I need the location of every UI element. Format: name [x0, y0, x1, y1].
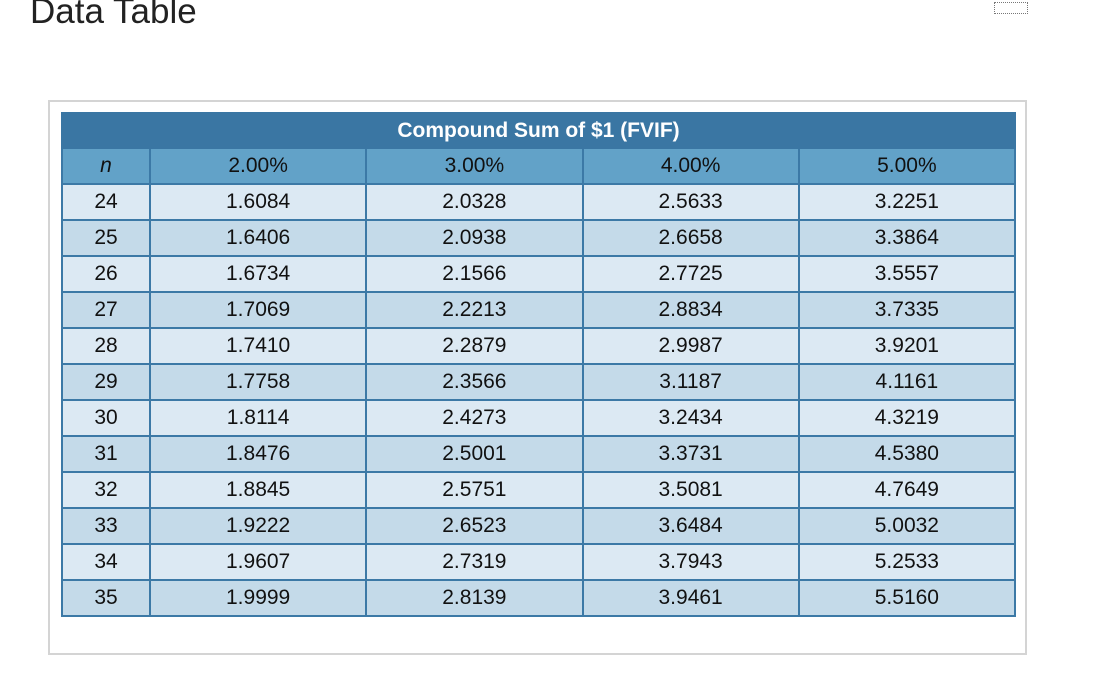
value-cell: 3.7943 [581, 543, 800, 581]
value-cell: 5.2533 [797, 543, 1017, 581]
value-cell: 3.7335 [797, 291, 1017, 329]
table-row: 32 1.8845 2.5751 3.5081 4.7649 [61, 471, 1017, 509]
column-header: 4.00% [581, 147, 800, 185]
value-cell: 3.5081 [581, 471, 800, 509]
table-row: 28 1.7410 2.2879 2.9987 3.9201 [61, 327, 1017, 365]
value-cell: 5.0032 [797, 507, 1017, 545]
table-row: 24 1.6084 2.0328 2.5633 3.2251 [61, 183, 1017, 221]
table-frame [48, 100, 1027, 655]
period-cell: 29 [61, 363, 151, 401]
value-cell: 2.6658 [581, 219, 800, 257]
value-cell: 3.6484 [581, 507, 800, 545]
table-row: 30 1.8114 2.4273 3.2434 4.3219 [61, 399, 1017, 437]
value-cell: 2.7319 [365, 543, 584, 581]
period-cell: 35 [61, 579, 151, 617]
value-cell: 4.5380 [797, 435, 1017, 473]
table-row: 35 1.9999 2.8139 3.9461 5.5160 [61, 579, 1017, 617]
value-cell: 3.1187 [581, 363, 800, 401]
value-cell: 2.2879 [365, 327, 584, 365]
table-row: 29 1.7758 2.3566 3.1187 4.1161 [61, 363, 1017, 401]
value-cell: 5.5160 [797, 579, 1017, 617]
value-cell: 2.5751 [365, 471, 584, 509]
value-cell: 3.2251 [797, 183, 1017, 221]
value-cell: 3.5557 [797, 255, 1017, 293]
table-row: 31 1.8476 2.5001 3.3731 4.5380 [61, 435, 1017, 473]
column-header: 5.00% [797, 147, 1017, 185]
value-cell: 3.9201 [797, 327, 1017, 365]
value-cell: 2.9987 [581, 327, 800, 365]
value-cell: 2.6523 [365, 507, 584, 545]
data-table: Compound Sum of $1 (FVIF) n 2.00% 3.00% 4.0… [61, 112, 1017, 617]
value-cell: 1.9999 [148, 579, 368, 617]
column-header: n [61, 147, 151, 185]
value-cell: 1.7410 [148, 327, 368, 365]
value-cell: 2.8834 [581, 291, 800, 329]
period-cell: 25 [61, 219, 151, 257]
value-cell: 1.6734 [148, 255, 368, 293]
value-cell: 1.9607 [148, 543, 368, 581]
table-row: 25 1.6406 2.0938 2.6658 3.3864 [61, 219, 1017, 257]
period-cell: 33 [61, 507, 151, 545]
period-cell: 24 [61, 183, 151, 221]
value-cell: 2.8139 [365, 579, 584, 617]
value-cell: 1.6406 [148, 219, 368, 257]
value-cell: 2.1566 [365, 255, 584, 293]
period-cell: 34 [61, 543, 151, 581]
value-cell: 3.3864 [797, 219, 1017, 257]
period-cell: 31 [61, 435, 151, 473]
value-cell: 3.9461 [581, 579, 800, 617]
value-cell: 1.6084 [148, 183, 368, 221]
period-cell: 30 [61, 399, 151, 437]
value-cell: 2.4273 [365, 399, 584, 437]
value-cell: 2.2213 [365, 291, 584, 329]
value-cell: 1.7758 [148, 363, 368, 401]
period-cell: 26 [61, 255, 151, 293]
period-cell: 28 [61, 327, 151, 365]
value-cell: 3.2434 [581, 399, 800, 437]
value-cell: 4.1161 [797, 363, 1017, 401]
value-cell: 4.7649 [797, 471, 1017, 509]
value-cell: 2.0328 [365, 183, 584, 221]
value-cell: 1.9222 [148, 507, 368, 545]
value-cell: 2.3566 [365, 363, 584, 401]
header-row: n 2.00% 3.00% 4.00% 5.00% [61, 147, 1017, 185]
column-header: 3.00% [365, 147, 584, 185]
table-row: 33 1.9222 2.6523 3.6484 5.0032 [61, 507, 1017, 545]
value-cell: 4.3219 [797, 399, 1017, 437]
value-cell: 2.5633 [581, 183, 800, 221]
value-cell: 1.8845 [148, 471, 368, 509]
table-row: 27 1.7069 2.2213 2.8834 3.7335 [61, 291, 1017, 329]
page-title: Data Table [30, 0, 197, 31]
column-header: 2.00% [148, 147, 368, 185]
table-row: 26 1.6734 2.1566 2.7725 3.5557 [61, 255, 1017, 293]
value-cell: 3.3731 [581, 435, 800, 473]
value-cell: 1.8476 [148, 435, 368, 473]
period-cell: 27 [61, 291, 151, 329]
value-cell: 2.5001 [365, 435, 584, 473]
period-cell: 32 [61, 471, 151, 509]
value-cell: 2.0938 [365, 219, 584, 257]
popout-icon[interactable] [994, 2, 1028, 14]
table-caption: Compound Sum of $1 (FVIF) [61, 112, 1016, 149]
value-cell: 1.7069 [148, 291, 368, 329]
value-cell: 2.7725 [581, 255, 800, 293]
table-row: 34 1.9607 2.7319 3.7943 5.2533 [61, 543, 1017, 581]
value-cell: 1.8114 [148, 399, 368, 437]
